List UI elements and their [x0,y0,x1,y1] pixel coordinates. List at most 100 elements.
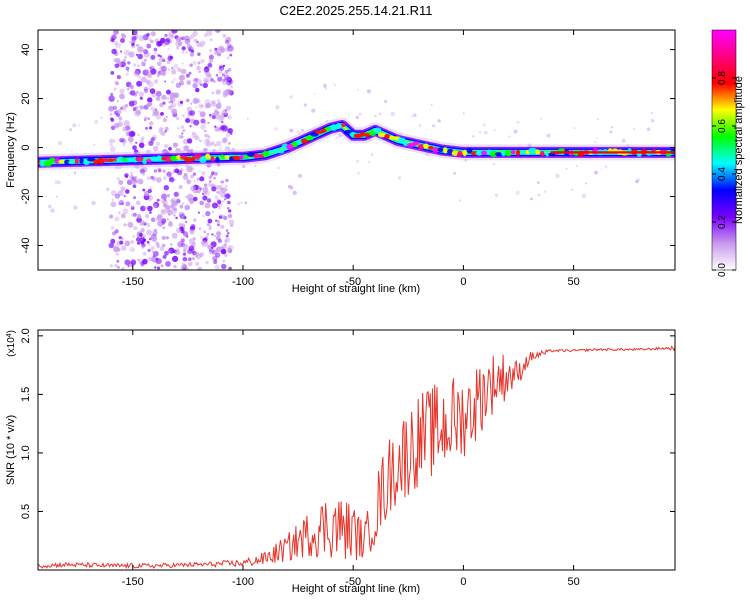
noise-dot [194,135,200,141]
noise-dot [530,197,533,201]
noise-dot [120,213,126,219]
noise-dot [636,177,641,183]
noise-dot [121,138,126,143]
noise-dot [334,84,337,86]
noise-dot [240,201,243,204]
noise-dot [508,135,511,138]
noise-dot [118,203,122,206]
noise-dot [166,96,170,100]
noise-dot [185,267,189,270]
noise-dot [185,98,190,103]
colorbar-tick-label: 0.4 [717,167,728,181]
noise-dot [197,211,200,214]
noise-dot [139,167,146,174]
noise-dot [118,199,125,206]
noise-dot [225,193,231,199]
noise-dot [109,112,113,116]
noise-dot [211,91,215,95]
ridge-blob [135,156,145,162]
noise-dot [181,132,184,135]
noise-dot [113,140,116,143]
noise-dot [122,208,129,215]
noise-dot [163,176,167,180]
snr-line [38,345,675,570]
noise-dot [367,160,371,164]
noise-dot [171,232,178,239]
ridge-blob [397,137,407,144]
noise-dot [137,46,144,53]
noise-dot [217,190,221,195]
noise-dot [597,118,599,120]
ridge-blob [432,147,439,154]
noise-dot [171,108,178,115]
noise-dot [181,46,186,51]
noise-dot [127,221,134,228]
noise-dot [227,207,230,210]
noise-dot [143,205,147,210]
noise-dot [150,68,157,75]
noise-dot [199,40,206,47]
noise-dot [154,266,157,269]
noise-dot [124,173,129,178]
noise-dot [224,47,230,53]
noise-dot [125,66,130,71]
ridge-blob [253,152,259,159]
noise-dot [225,76,231,82]
x-tick-label: 0 [460,576,466,588]
noise-dot [193,218,197,222]
noise-dot [203,79,208,84]
ridge-blob [314,130,324,134]
noise-dot [109,264,113,268]
noise-dot [140,76,147,83]
noise-dot [164,130,167,133]
ridge-blob [451,150,459,156]
noise-dot [191,131,196,136]
noise-dot [157,75,160,78]
snr-xlabel: Height of straight line (km) [292,583,420,595]
x-tick-label: -100 [232,276,254,288]
noise-dot [199,176,205,182]
spectrogram-ylabel: Frequency (Hz) [5,112,17,188]
noise-dot [493,128,496,131]
noise-dot [633,127,636,130]
colorbar-label: Normalized spectral amplitude [733,76,745,224]
noise-dot [229,53,233,57]
noise-dot [205,102,211,109]
noise-dot [141,136,145,140]
noise-dot [217,200,222,205]
noise-dot [635,179,639,184]
noise-dot [222,78,226,83]
noise-dot [210,101,217,107]
noise-dot [313,93,316,95]
noise-dot [153,228,158,232]
noise-dot [160,37,166,44]
noise-dot [198,103,204,109]
noise-dot [217,223,220,227]
noise-dot [211,114,216,120]
noise-dot [213,234,217,238]
ridge-blob [107,158,115,163]
noise-dot [198,227,202,230]
y-tick-label: -20 [20,189,32,205]
noise-dot [72,123,77,128]
noise-dot [119,88,125,94]
noise-dot [174,142,179,147]
noise-dot [142,258,148,265]
noise-dot [147,97,153,103]
y-tick-label: 1.5 [20,387,32,402]
noise-dot [200,124,206,130]
noise-dot [94,119,99,124]
noise-dot [157,54,161,57]
noise-dot [120,105,127,111]
ridge-blob [48,157,57,164]
spectrogram-frame [37,29,676,271]
noise-dot [182,252,187,256]
noise-dot [147,256,153,262]
noise-dot [131,176,137,182]
ridge-blob [495,152,503,157]
noise-dot [196,65,201,71]
noise-dot [150,136,156,142]
ridge-blob [330,124,338,131]
noise-dot [180,168,184,172]
noise-dot [188,257,192,262]
